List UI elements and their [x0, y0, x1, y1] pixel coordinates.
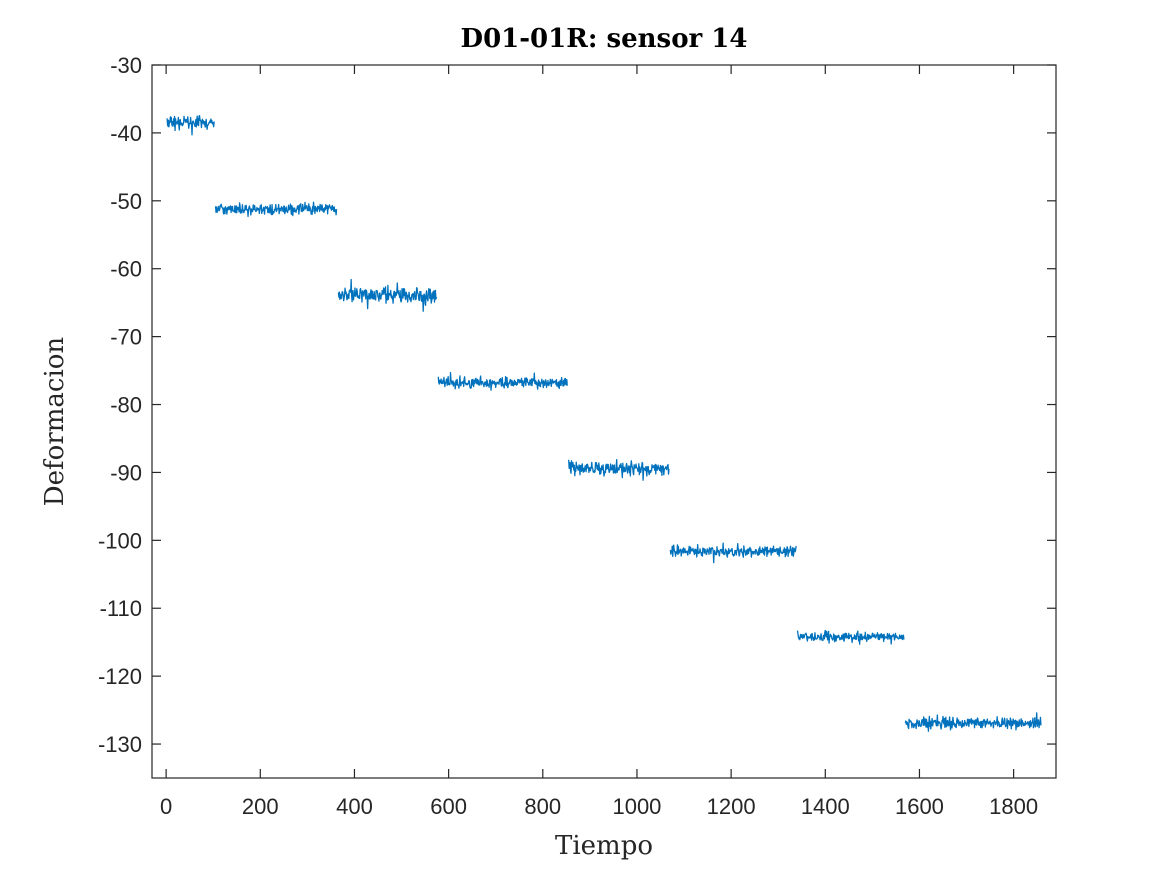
- x-tick-label: 800: [524, 794, 561, 819]
- y-tick-label: -90: [110, 460, 142, 485]
- series-layer: [166, 115, 1042, 732]
- y-tick-label: -60: [110, 257, 142, 282]
- x-tick-label: 1400: [801, 794, 850, 819]
- y-tick-label: -70: [110, 325, 142, 350]
- y-tick-label: -40: [110, 121, 142, 146]
- x-axis-label: Tiempo: [555, 831, 653, 861]
- plot-frame: [151, 64, 1057, 779]
- y-axis-label: Deformacion: [40, 337, 70, 507]
- y-tick-label: -110: [100, 596, 142, 621]
- y-tick-label: -80: [110, 393, 142, 418]
- x-tick-label: 0: [160, 794, 172, 819]
- x-tick-label: 1600: [895, 794, 944, 819]
- series-segment-2: [214, 201, 338, 218]
- x-tick-label: 1000: [612, 794, 661, 819]
- series-segment-7: [796, 629, 905, 645]
- ticks-layer: 0 200 400 600 800 1000 1200 1400 1600 1800 -30 -40 -…: [98, 53, 1056, 819]
- y-tick-label: -100: [98, 528, 142, 553]
- y-tick-label: -120: [98, 664, 142, 689]
- y-tick-label: -130: [98, 732, 142, 757]
- x-tick-label: 400: [336, 794, 373, 819]
- plot-area: [152, 65, 1056, 778]
- chart-title: D01-01R: sensor 14: [461, 24, 748, 54]
- series-segment-5: [568, 459, 670, 481]
- y-tick-label: -50: [110, 189, 142, 214]
- y-tick-label: -30: [110, 53, 142, 78]
- x-tick-label: 200: [242, 794, 279, 819]
- series-segment-3: [337, 278, 438, 312]
- series-segment-6: [669, 542, 797, 564]
- series-segment-8: [904, 712, 1042, 732]
- series-segment-4: [437, 372, 568, 391]
- x-tick-label: 1200: [707, 794, 756, 819]
- series-segment-1: [166, 115, 215, 136]
- x-tick-label: 1800: [989, 794, 1038, 819]
- x-tick-label: 600: [430, 794, 467, 819]
